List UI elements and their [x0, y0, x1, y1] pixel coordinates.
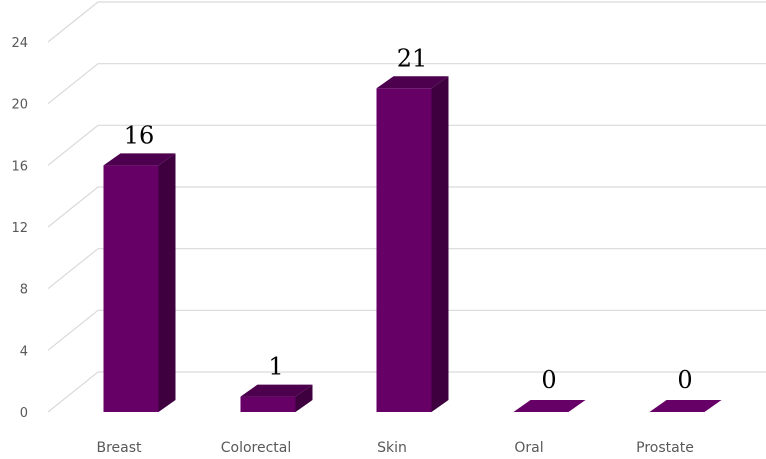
gridline-4 [47, 309, 766, 351]
data-labels: 16 1 21 0 0 [124, 44, 693, 394]
category-label-skin: Skin [377, 440, 407, 456]
y-tick-label: 20 [11, 98, 28, 113]
y-tick-label: 24 [11, 36, 28, 51]
data-label-breast: 16 [124, 121, 155, 149]
bar-top [376, 76, 449, 89]
y-axis-ticks: 0 4 8 12 16 20 24 [11, 36, 28, 421]
bar-skin [376, 76, 449, 412]
category-label-prostate: Prostate [636, 440, 694, 456]
bar-front [103, 165, 159, 412]
bar-colorectal [240, 384, 313, 412]
data-label-colorectal: 1 [268, 353, 283, 381]
y-tick-label: 4 [20, 344, 28, 359]
x-axis-categories: Breast Colorectal Skin Oral Prostate [96, 440, 693, 456]
category-label-breast: Breast [96, 440, 142, 456]
bar-top [649, 400, 722, 412]
bar-front [376, 88, 432, 412]
bar-top [240, 384, 313, 397]
gridline-0 [47, 371, 766, 413]
bar-oral [513, 400, 586, 412]
gridlines [47, 1, 766, 413]
y-tick-label: 16 [11, 159, 28, 174]
y-tick-label: 8 [20, 283, 28, 298]
bars [103, 76, 722, 413]
data-label-oral: 0 [541, 366, 556, 394]
bar-prostate [649, 400, 722, 412]
gridline-20 [47, 63, 766, 105]
bar-front [240, 396, 296, 412]
data-label-prostate: 0 [677, 366, 692, 394]
gridline-12 [47, 186, 766, 228]
gridline-24 [47, 1, 766, 43]
category-label-colorectal: Colorectal [221, 440, 292, 456]
bar-top [513, 400, 586, 412]
bar-side [431, 76, 449, 412]
bar-breast [103, 153, 176, 413]
gridline-8 [47, 248, 766, 290]
y-tick-label: 0 [20, 406, 28, 421]
category-label-oral: Oral [514, 440, 543, 456]
bar-side [158, 153, 176, 413]
data-label-skin: 21 [397, 44, 428, 72]
bar-top [103, 153, 176, 166]
gridline-16 [47, 124, 766, 166]
bar-side [295, 384, 313, 412]
y-tick-label: 12 [11, 221, 28, 236]
